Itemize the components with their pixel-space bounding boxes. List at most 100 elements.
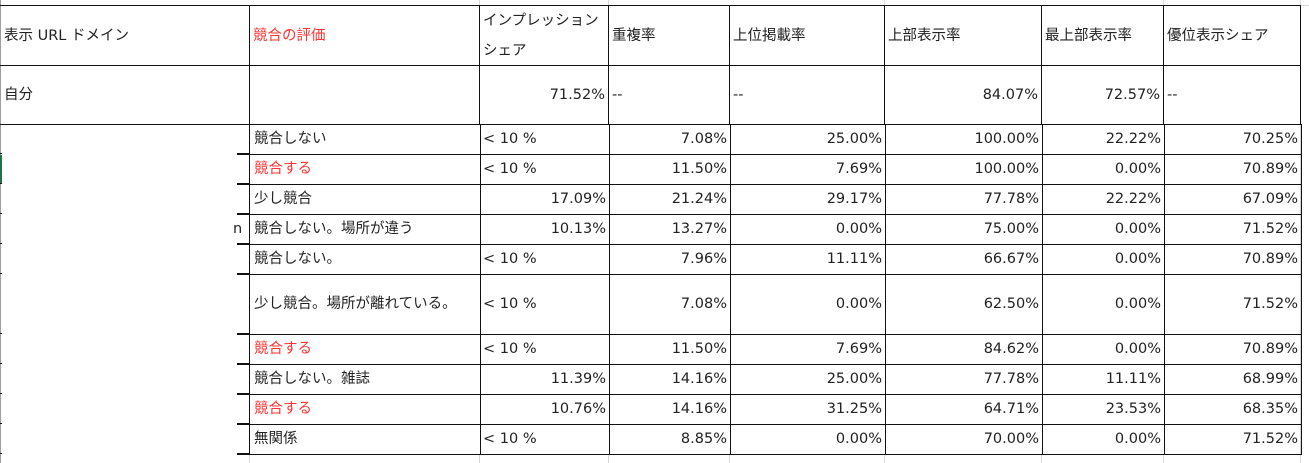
overlap-rate-cell[interactable]: 7.08% — [608, 124, 731, 155]
top-of-page-rate-cell[interactable]: 64.71% — [884, 394, 1043, 425]
position-above-rate-cell[interactable]: 25.00% — [729, 124, 886, 155]
evaluation-cell[interactable]: 競合する — [249, 154, 481, 185]
abs-top-of-page-rate-cell[interactable]: 0.00% — [1041, 424, 1165, 455]
impression-share-cell[interactable]: 10.13% — [479, 214, 610, 245]
top-of-page-rate-cell[interactable]: 66.67% — [884, 244, 1043, 275]
impression-share-cell[interactable]: 10.76% — [479, 394, 610, 425]
sheet-left-edge — [0, 0, 1, 463]
outranking-share-cell[interactable]: 70.89% — [1163, 244, 1302, 275]
header-impression-share[interactable]: インプレッション シェア — [479, 5, 609, 66]
row-separator — [237, 363, 249, 365]
self-position-above-rate-cell[interactable]: -- — [729, 65, 885, 125]
row-separator — [0, 213, 2, 214]
header-top-of-page-rate[interactable]: 上部表示率 — [884, 5, 1042, 66]
outranking-share-cell[interactable]: 71.52% — [1163, 214, 1302, 245]
self-top-of-page-rate-cell[interactable]: 84.07% — [884, 65, 1042, 125]
abs-top-of-page-rate-cell[interactable]: 0.00% — [1041, 334, 1165, 365]
impression-share-cell[interactable]: < 10 % — [479, 154, 610, 185]
self-evaluation-cell[interactable] — [249, 65, 480, 125]
top-of-page-rate-cell[interactable]: 100.00% — [884, 124, 1043, 155]
abs-top-of-page-rate-cell[interactable]: 22.22% — [1041, 184, 1165, 215]
self-overlap-rate-cell[interactable]: -- — [608, 65, 730, 125]
evaluation-cell[interactable]: 競合する — [249, 394, 481, 425]
header-position-above-rate[interactable]: 上位掲載率 — [729, 5, 885, 66]
gridline — [608, 455, 609, 463]
impression-share-cell[interactable]: 11.39% — [479, 364, 610, 395]
top-of-page-rate-cell[interactable]: 77.78% — [884, 184, 1043, 215]
evaluation-cell[interactable]: 少し競合。場所が離れている。 — [249, 274, 481, 335]
self-impression-share-cell[interactable]: 71.52% — [479, 65, 609, 125]
position-above-rate-cell[interactable]: 31.25% — [729, 394, 886, 425]
position-above-rate-cell[interactable]: 29.17% — [729, 184, 886, 215]
row-separator — [237, 423, 249, 425]
self-domain-cell[interactable]: 自分 — [0, 65, 250, 125]
abs-top-of-page-rate-cell[interactable]: 0.00% — [1041, 154, 1165, 185]
position-above-rate-cell[interactable]: 7.69% — [729, 154, 886, 185]
header-domain[interactable]: 表示 URL ドメイン — [0, 5, 250, 66]
outranking-share-cell[interactable]: 68.35% — [1163, 394, 1302, 425]
evaluation-cell[interactable]: 競合しない — [249, 124, 481, 155]
header-outranking-share[interactable]: 優位表示シェア — [1163, 5, 1301, 66]
evaluation-cell[interactable]: 競合しない。 — [249, 244, 481, 275]
outranking-share-cell[interactable]: 70.89% — [1163, 334, 1302, 365]
overlap-rate-cell[interactable]: 8.85% — [608, 424, 731, 455]
self-abs-top-of-page-rate-cell[interactable]: 72.57% — [1041, 65, 1164, 125]
header-evaluation[interactable]: 競合の評価 — [249, 5, 480, 66]
overlap-rate-cell[interactable]: 13.27% — [608, 214, 731, 245]
overlap-rate-cell[interactable]: 14.16% — [608, 394, 731, 425]
gridline — [479, 0, 480, 5]
evaluation-cell[interactable]: 少し競合 — [249, 184, 481, 215]
evaluation-cell[interactable]: 競合する — [249, 334, 481, 365]
outranking-share-cell[interactable]: 67.09% — [1163, 184, 1302, 215]
abs-top-of-page-rate-cell[interactable]: 0.00% — [1041, 274, 1165, 335]
impression-share-cell[interactable]: < 10 % — [479, 424, 610, 455]
domain-overflow-text: n — [233, 221, 243, 237]
impression-share-cell[interactable]: < 10 % — [479, 334, 610, 365]
impression-share-cell[interactable]: < 10 % — [479, 244, 610, 275]
position-above-rate-cell[interactable]: 0.00% — [729, 274, 886, 335]
impression-share-cell[interactable]: < 10 % — [479, 124, 610, 155]
overlap-rate-cell[interactable]: 7.08% — [608, 274, 731, 335]
outranking-share-cell[interactable]: 70.89% — [1163, 154, 1302, 185]
header-overlap-rate[interactable]: 重複率 — [608, 5, 730, 66]
top-of-page-rate-cell[interactable]: 100.00% — [884, 154, 1043, 185]
overlap-rate-cell[interactable]: 11.50% — [608, 334, 731, 365]
outranking-share-cell[interactable]: 71.52% — [1163, 424, 1302, 455]
row-separator — [237, 393, 249, 395]
gridline — [884, 455, 885, 463]
abs-top-of-page-rate-cell[interactable]: 0.00% — [1041, 214, 1165, 245]
outranking-share-cell[interactable]: 70.25% — [1163, 124, 1302, 155]
evaluation-cell[interactable]: 競合しない。雑誌 — [249, 364, 481, 395]
position-above-rate-cell[interactable]: 0.00% — [729, 214, 886, 245]
impression-share-cell[interactable]: < 10 % — [479, 274, 610, 335]
position-above-rate-cell[interactable]: 7.69% — [729, 334, 886, 365]
gridline — [1041, 455, 1042, 463]
top-of-page-rate-cell[interactable]: 75.00% — [884, 214, 1043, 245]
overlap-rate-cell[interactable]: 14.16% — [608, 364, 731, 395]
competitor-domain-column[interactable] — [0, 124, 249, 454]
abs-top-of-page-rate-cell[interactable]: 22.22% — [1041, 124, 1165, 155]
top-of-page-rate-cell[interactable]: 84.62% — [884, 334, 1043, 365]
self-outranking-share-cell[interactable]: -- — [1163, 65, 1301, 125]
top-of-page-rate-cell[interactable]: 77.78% — [884, 364, 1043, 395]
abs-top-of-page-rate-cell[interactable]: 23.53% — [1041, 394, 1165, 425]
header-abs-top-of-page-rate[interactable]: 最上部表示率 — [1041, 5, 1164, 66]
impression-share-cell[interactable]: 17.09% — [479, 184, 610, 215]
evaluation-cell[interactable]: 無関係 — [249, 424, 481, 455]
position-above-rate-cell[interactable]: 0.00% — [729, 424, 886, 455]
overlap-rate-cell[interactable]: 21.24% — [608, 184, 731, 215]
outranking-share-cell[interactable]: 71.52% — [1163, 274, 1302, 335]
top-of-page-rate-cell[interactable]: 62.50% — [884, 274, 1043, 335]
position-above-rate-cell[interactable]: 25.00% — [729, 364, 886, 395]
evaluation-cell[interactable]: 競合しない。場所が違う — [249, 214, 481, 245]
row-separator — [0, 393, 2, 394]
overlap-rate-cell[interactable]: 11.50% — [608, 154, 731, 185]
position-above-rate-cell[interactable]: 11.11% — [729, 244, 886, 275]
abs-top-of-page-rate-cell[interactable]: 0.00% — [1041, 244, 1165, 275]
abs-top-of-page-rate-cell[interactable]: 11.11% — [1041, 364, 1165, 395]
top-of-page-rate-cell[interactable]: 70.00% — [884, 424, 1043, 455]
outranking-share-cell[interactable]: 68.99% — [1163, 364, 1302, 395]
row-separator — [0, 363, 2, 364]
overlap-rate-cell[interactable]: 7.96% — [608, 244, 731, 275]
